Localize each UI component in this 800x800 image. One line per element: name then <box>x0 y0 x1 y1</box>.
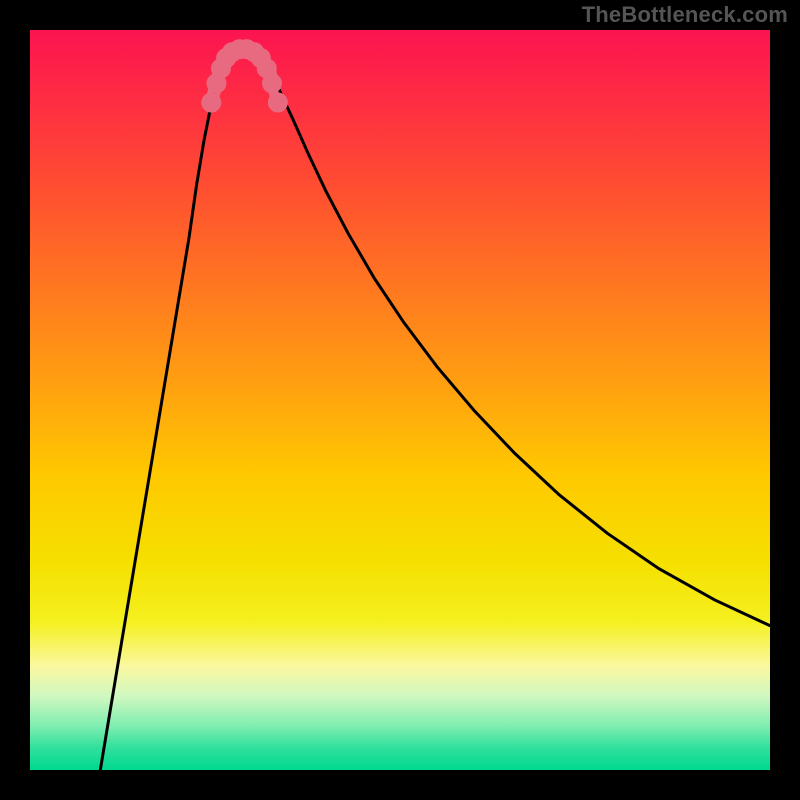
frame-border-right <box>770 0 800 800</box>
gradient-background <box>30 30 770 770</box>
data-marker <box>263 74 281 92</box>
data-marker <box>269 94 287 112</box>
bottleneck-chart <box>30 30 770 770</box>
data-marker <box>202 94 220 112</box>
frame-border-bottom <box>0 770 800 800</box>
frame-border-left <box>0 0 30 800</box>
watermark-text: TheBottleneck.com <box>582 2 788 28</box>
